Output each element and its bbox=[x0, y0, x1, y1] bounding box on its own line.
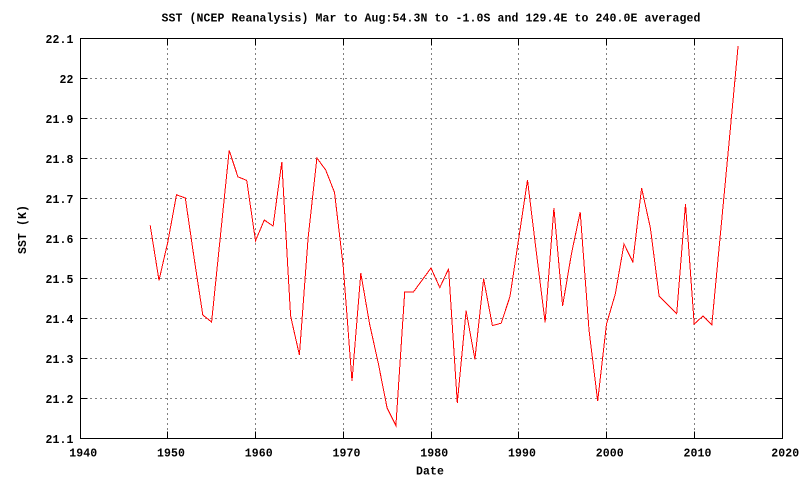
svg-text:21.5: 21.5 bbox=[45, 274, 73, 287]
svg-text:1950: 1950 bbox=[157, 447, 185, 460]
svg-text:21.6: 21.6 bbox=[45, 234, 73, 247]
svg-text:Date: Date bbox=[416, 465, 444, 478]
svg-text:2010: 2010 bbox=[683, 447, 711, 460]
svg-text:21.9: 21.9 bbox=[45, 114, 73, 127]
svg-text:21.4: 21.4 bbox=[45, 314, 73, 327]
svg-text:21.3: 21.3 bbox=[45, 354, 73, 367]
svg-text:SST (NCEP Reanalysis) Mar to A: SST (NCEP Reanalysis) Mar to Aug:54.3N t… bbox=[161, 13, 700, 26]
svg-text:21.2: 21.2 bbox=[45, 394, 73, 407]
svg-text:1970: 1970 bbox=[332, 447, 360, 460]
svg-text:2020: 2020 bbox=[771, 447, 799, 460]
svg-text:1960: 1960 bbox=[245, 447, 273, 460]
svg-text:1990: 1990 bbox=[508, 447, 536, 460]
svg-text:SST (K): SST (K) bbox=[17, 205, 30, 254]
svg-text:22.1: 22.1 bbox=[45, 34, 73, 47]
svg-text:2000: 2000 bbox=[596, 447, 624, 460]
svg-text:1940: 1940 bbox=[69, 447, 97, 460]
svg-text:22: 22 bbox=[59, 74, 73, 87]
svg-text:21.1: 21.1 bbox=[45, 434, 73, 447]
svg-text:21.7: 21.7 bbox=[45, 194, 73, 207]
svg-text:1980: 1980 bbox=[420, 447, 448, 460]
svg-text:21.8: 21.8 bbox=[45, 154, 73, 167]
